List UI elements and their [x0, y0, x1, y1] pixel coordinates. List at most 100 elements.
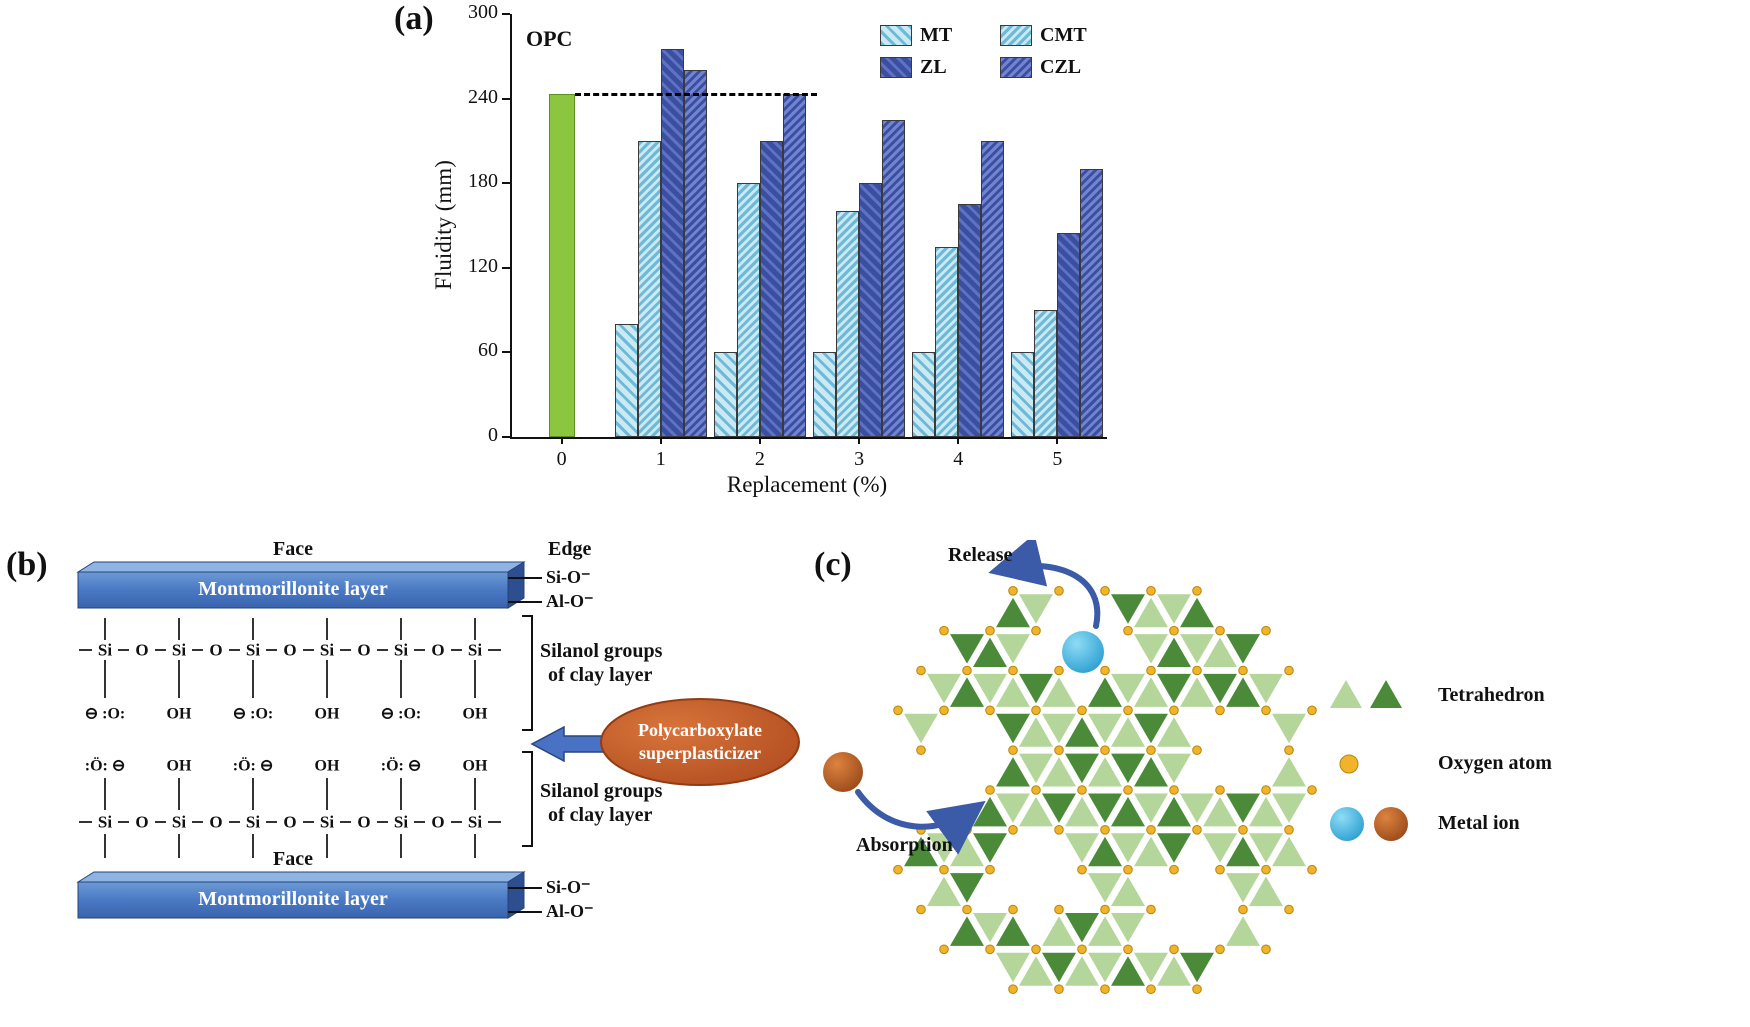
- tetrahedron: [1111, 913, 1145, 943]
- tetrahedron: [1203, 796, 1237, 827]
- oxygen-dot: [916, 665, 926, 676]
- superplasticizer-ellipse: [600, 698, 800, 786]
- oxygen-dot: [1100, 904, 1110, 915]
- oxygen-dot: [1261, 625, 1271, 636]
- tetrahedron: [1203, 833, 1237, 863]
- tetrahedron: [1157, 833, 1191, 863]
- tetrahedron: [1088, 952, 1122, 983]
- tetrahedron: [1134, 757, 1168, 787]
- silanol-bottom-line2: of clay layer: [548, 804, 653, 826]
- chain-atom: O: [431, 641, 444, 660]
- oxygen-dot: [1192, 586, 1202, 596]
- montmorillonite-layer-top-label: Montmorillonite layer: [198, 578, 388, 600]
- legend-swatch-CZL: [1000, 57, 1032, 78]
- tetrahedron: [1249, 876, 1283, 907]
- oxygen-dot: [1100, 665, 1110, 676]
- bar-ZL-1: [660, 49, 684, 437]
- oxygen-dot: [1261, 705, 1271, 716]
- tetrahedron: [973, 913, 1007, 943]
- tetrahedron: [1065, 796, 1099, 827]
- tetrahedron: [1111, 717, 1145, 747]
- oxygen-dot: [1031, 785, 1041, 795]
- tetrahedron: [1180, 677, 1214, 707]
- oxygen-dot: [1031, 625, 1041, 636]
- tetrahedron: [1157, 673, 1191, 704]
- oxygen-dot: [1261, 785, 1271, 795]
- silanol-group: OH: [315, 706, 340, 723]
- oxygen-dot: [1123, 785, 1133, 795]
- legend-oxygen-icon: [1339, 754, 1359, 774]
- tetrahedron: [1042, 952, 1076, 983]
- legend-swatch-ZL: [880, 57, 912, 78]
- legend-label-CZL: CZL: [1040, 56, 1082, 78]
- oxygen-dot: [962, 665, 972, 676]
- tetrahedron: [1157, 594, 1191, 624]
- tetrahedron: [1019, 717, 1053, 747]
- tetrahedron: [1157, 796, 1191, 827]
- tetrahedron: [1019, 594, 1053, 624]
- oxygen-dot: [1054, 984, 1064, 994]
- oxygen-dot: [1077, 785, 1087, 795]
- oxygen-dot: [1146, 586, 1156, 596]
- legend-metal-ion-label: Metal ion: [1438, 812, 1520, 834]
- tetrahedron: [973, 637, 1007, 667]
- bar-MT-1: [614, 324, 638, 437]
- tetrahedron: [1226, 677, 1260, 707]
- x-tick-label: 5: [1052, 448, 1063, 470]
- chain-atom: Si: [394, 813, 408, 832]
- oxygen-dot: [1169, 944, 1179, 955]
- y-tick-mark: [502, 97, 510, 100]
- chain-atom: Si: [98, 641, 112, 660]
- metal-ion-brown: [823, 752, 863, 792]
- oxygen-dot: [1146, 904, 1156, 915]
- silanol-top-line2: of clay layer: [548, 664, 653, 686]
- x-tick-mark: [957, 437, 960, 444]
- oxygen-dot: [1008, 904, 1018, 915]
- oxygen-dot: [1215, 864, 1225, 875]
- y-tick-mark: [502, 351, 510, 354]
- tetrahedron: [1088, 836, 1122, 867]
- oxygen-dot: [1238, 665, 1248, 676]
- y-tick-mark: [502, 182, 510, 185]
- legend-item-CZL: CZL: [1000, 56, 1118, 79]
- legend-item-CMT: CMT: [1000, 24, 1118, 47]
- oxygen-dot: [1077, 944, 1087, 955]
- zeolite-graphics: [823, 540, 1408, 994]
- x-tick-label: 4: [953, 448, 964, 470]
- bar-CZL-2: [782, 94, 806, 437]
- y-tick-label: 180: [468, 170, 498, 193]
- tetrahedron: [1111, 833, 1145, 863]
- panel-c-zeolite-diagram: (c) Release Absorption Tetrahedron Oxyge…: [800, 540, 1750, 1027]
- tetrahedron: [1111, 876, 1145, 907]
- edge-stub-lines-top: [508, 577, 542, 603]
- bar-ZL-3: [859, 183, 883, 437]
- bar-CZL-5: [1080, 169, 1104, 437]
- tetrahedron: [1249, 673, 1283, 704]
- silanol-group: ⊖ :O:: [381, 706, 422, 723]
- tetrahedron: [1111, 796, 1145, 827]
- oxygen-dot: [1008, 825, 1018, 835]
- oxygen-dot: [985, 944, 995, 955]
- chain-atom: O: [357, 813, 370, 832]
- silanol-group: :Ö: ⊖: [381, 757, 422, 775]
- oxygen-dot: [1077, 864, 1087, 875]
- tetrahedron: [1134, 713, 1168, 744]
- oxygen-dot: [985, 785, 995, 795]
- oxygen-dot: [1031, 944, 1041, 955]
- bar-MT-5: [1011, 352, 1035, 437]
- oxygen-dot: [916, 904, 926, 915]
- silanol-group: OH: [167, 706, 192, 723]
- oxygen-dot: [1054, 825, 1064, 835]
- oxygen-dot: [1284, 665, 1294, 676]
- tetrahedron: [1180, 597, 1214, 628]
- tetrahedron: [1088, 916, 1122, 946]
- oxygen-dot: [1146, 665, 1156, 676]
- bar-ZL-4: [958, 204, 982, 437]
- oxygen-dot: [1054, 586, 1064, 596]
- oxygen-dot: [1100, 745, 1110, 756]
- tetrahedron: [1134, 634, 1168, 664]
- legend-swatch-MT: [880, 25, 912, 46]
- legend-item-MT: MT: [880, 24, 998, 47]
- tetrahedron: [1203, 673, 1237, 704]
